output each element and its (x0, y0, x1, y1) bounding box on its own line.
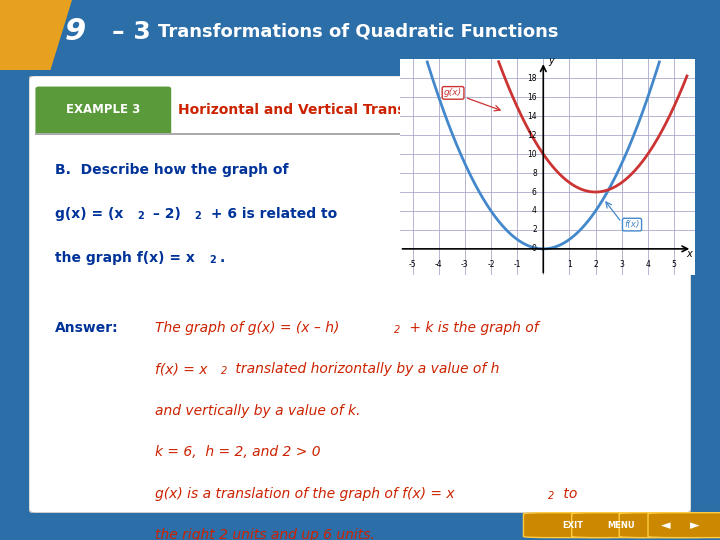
Text: 2: 2 (137, 211, 143, 221)
Text: 8: 8 (532, 168, 536, 178)
Bar (35, 133, 685, 134)
Text: Horizontal and Vertical Translations: Horizontal and Vertical Translations (178, 103, 459, 117)
Text: 10: 10 (527, 150, 536, 159)
FancyBboxPatch shape (648, 512, 720, 538)
Text: translated horizontally by a value of h: translated horizontally by a value of h (232, 362, 500, 376)
Text: -1: -1 (513, 260, 521, 269)
Text: 6: 6 (532, 187, 536, 197)
Text: f(x): f(x) (624, 220, 640, 229)
Polygon shape (0, 0, 72, 70)
Text: -5: -5 (409, 260, 416, 269)
Text: 3: 3 (619, 260, 624, 269)
Text: y: y (548, 56, 554, 66)
Text: 2: 2 (532, 225, 536, 234)
Text: Answer:: Answer: (55, 321, 119, 335)
Text: EXAMPLE 3: EXAMPLE 3 (66, 103, 140, 116)
Text: ◄: ◄ (661, 518, 671, 532)
Text: – 3: – 3 (112, 19, 150, 44)
Text: 2: 2 (548, 491, 554, 501)
Text: 4: 4 (532, 206, 536, 215)
FancyBboxPatch shape (572, 512, 671, 538)
Text: 2: 2 (194, 211, 201, 221)
FancyBboxPatch shape (35, 86, 171, 134)
Text: 18: 18 (527, 74, 536, 83)
Text: ►: ► (690, 518, 700, 532)
Text: the graph f(x) = x: the graph f(x) = x (55, 251, 195, 265)
Text: to: to (559, 487, 577, 501)
Text: 1: 1 (567, 260, 572, 269)
Text: + k is the graph of: + k is the graph of (405, 321, 539, 335)
Text: and vertically by a value of k.: and vertically by a value of k. (155, 404, 360, 417)
Text: 2: 2 (593, 260, 598, 269)
Text: MENU: MENU (607, 521, 634, 530)
Text: 0: 0 (532, 245, 536, 253)
Text: -2: -2 (487, 260, 495, 269)
FancyBboxPatch shape (29, 76, 691, 513)
Text: B.  Describe how the graph of: B. Describe how the graph of (55, 163, 289, 177)
Text: The graph of g(x) = (x – h): The graph of g(x) = (x – h) (155, 321, 339, 335)
Text: 14: 14 (527, 112, 536, 121)
Text: 2: 2 (210, 255, 217, 265)
Text: + 6 is related to: + 6 is related to (207, 207, 338, 221)
Text: 2: 2 (395, 325, 401, 335)
FancyBboxPatch shape (619, 512, 713, 538)
Text: .: . (220, 251, 225, 265)
Text: k = 6,  h = 2, and 2 > 0: k = 6, h = 2, and 2 > 0 (155, 445, 320, 459)
FancyBboxPatch shape (523, 512, 623, 538)
Text: 2: 2 (221, 367, 227, 376)
Text: -3: -3 (461, 260, 469, 269)
Text: – 2): – 2) (148, 207, 181, 221)
Text: x: x (687, 249, 693, 259)
Text: 5: 5 (672, 260, 676, 269)
Text: EXIT: EXIT (562, 521, 583, 530)
Text: g(x) is a translation of the graph of f(x) = x: g(x) is a translation of the graph of f(… (155, 487, 454, 501)
Text: g(x): g(x) (444, 89, 462, 97)
Text: 9: 9 (65, 17, 86, 46)
Text: the right 2 units and up 6 units.: the right 2 units and up 6 units. (155, 528, 374, 540)
Text: -4: -4 (435, 260, 443, 269)
Text: 4: 4 (645, 260, 650, 269)
Text: f(x) = x: f(x) = x (155, 362, 207, 376)
Text: 12: 12 (527, 131, 536, 140)
Text: g(x) = (x: g(x) = (x (55, 207, 124, 221)
Text: 16: 16 (527, 93, 536, 102)
Text: Transformations of Quadratic Functions: Transformations of Quadratic Functions (158, 23, 559, 40)
